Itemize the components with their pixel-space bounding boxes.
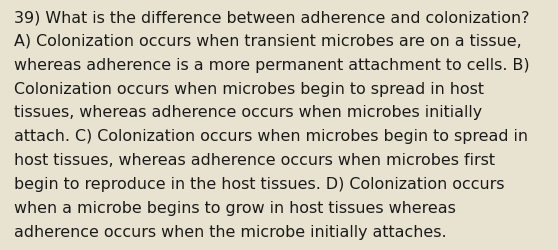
Text: host tissues, whereas adherence occurs when microbes first: host tissues, whereas adherence occurs w… (14, 152, 495, 168)
Text: whereas adherence is a more permanent attachment to cells. B): whereas adherence is a more permanent at… (14, 58, 530, 72)
Text: A) Colonization occurs when transient microbes are on a tissue,: A) Colonization occurs when transient mi… (14, 34, 522, 49)
Text: adherence occurs when the microbe initially attaches.: adherence occurs when the microbe initia… (14, 224, 446, 239)
Text: Colonization occurs when microbes begin to spread in host: Colonization occurs when microbes begin … (14, 81, 484, 96)
Text: attach. C) Colonization occurs when microbes begin to spread in: attach. C) Colonization occurs when micr… (14, 129, 528, 144)
Text: tissues, whereas adherence occurs when microbes initially: tissues, whereas adherence occurs when m… (14, 105, 482, 120)
Text: when a microbe begins to grow in host tissues whereas: when a microbe begins to grow in host ti… (14, 200, 456, 215)
Text: begin to reproduce in the host tissues. D) Colonization occurs: begin to reproduce in the host tissues. … (14, 176, 504, 191)
Text: 39) What is the difference between adherence and colonization?: 39) What is the difference between adher… (14, 10, 530, 25)
